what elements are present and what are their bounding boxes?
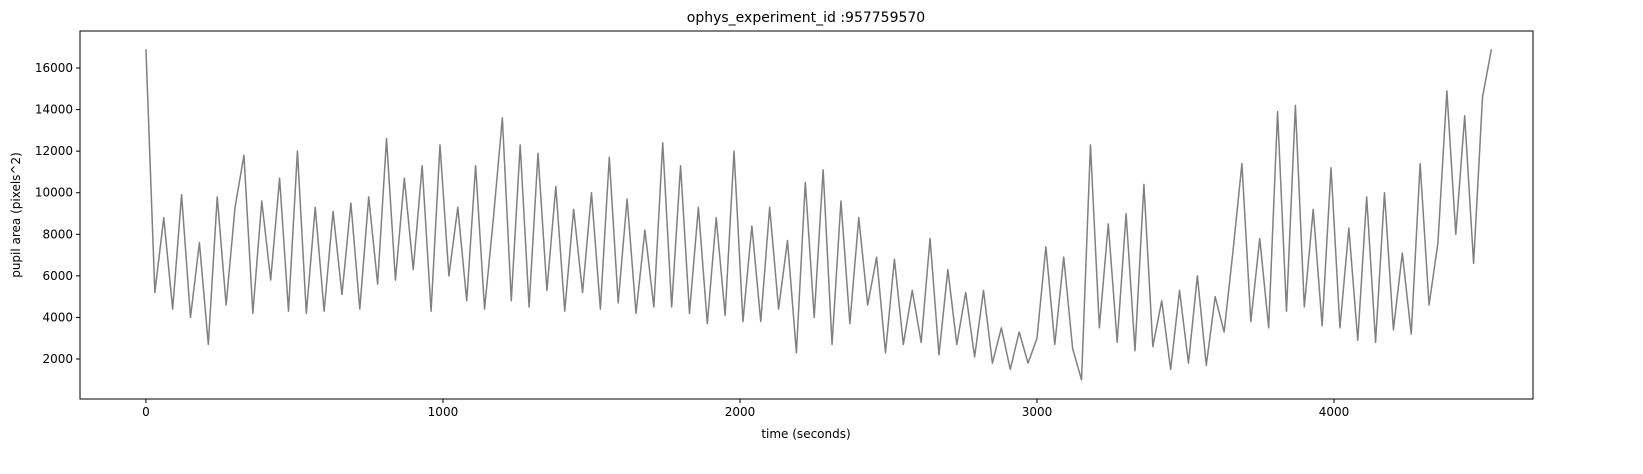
y-tick-label: 16000: [35, 61, 73, 75]
y-tick-label: 14000: [35, 103, 73, 117]
data-line: [145, 49, 1493, 381]
y-tick-label: 4000: [42, 310, 73, 324]
x-tick-label: 1000: [428, 405, 459, 419]
y-axis-label: pupil area (pixels^2): [9, 152, 23, 278]
x-tick-label: 4000: [1319, 405, 1350, 419]
x-axis-label: time (seconds): [761, 427, 850, 441]
y-tick-label: 12000: [35, 144, 73, 158]
x-tick-label: 0: [142, 405, 150, 419]
chart-title: ophys_experiment_id :957759570: [687, 10, 925, 26]
y-tick-label: 8000: [42, 227, 73, 241]
x-tick-label: 3000: [1022, 405, 1053, 419]
x-tick-label: 2000: [725, 405, 756, 419]
y-tick-label: 6000: [42, 269, 73, 283]
y-tick-label: 10000: [35, 186, 73, 200]
plot-frame: [79, 30, 1534, 400]
y-tick-label: 2000: [42, 352, 73, 366]
